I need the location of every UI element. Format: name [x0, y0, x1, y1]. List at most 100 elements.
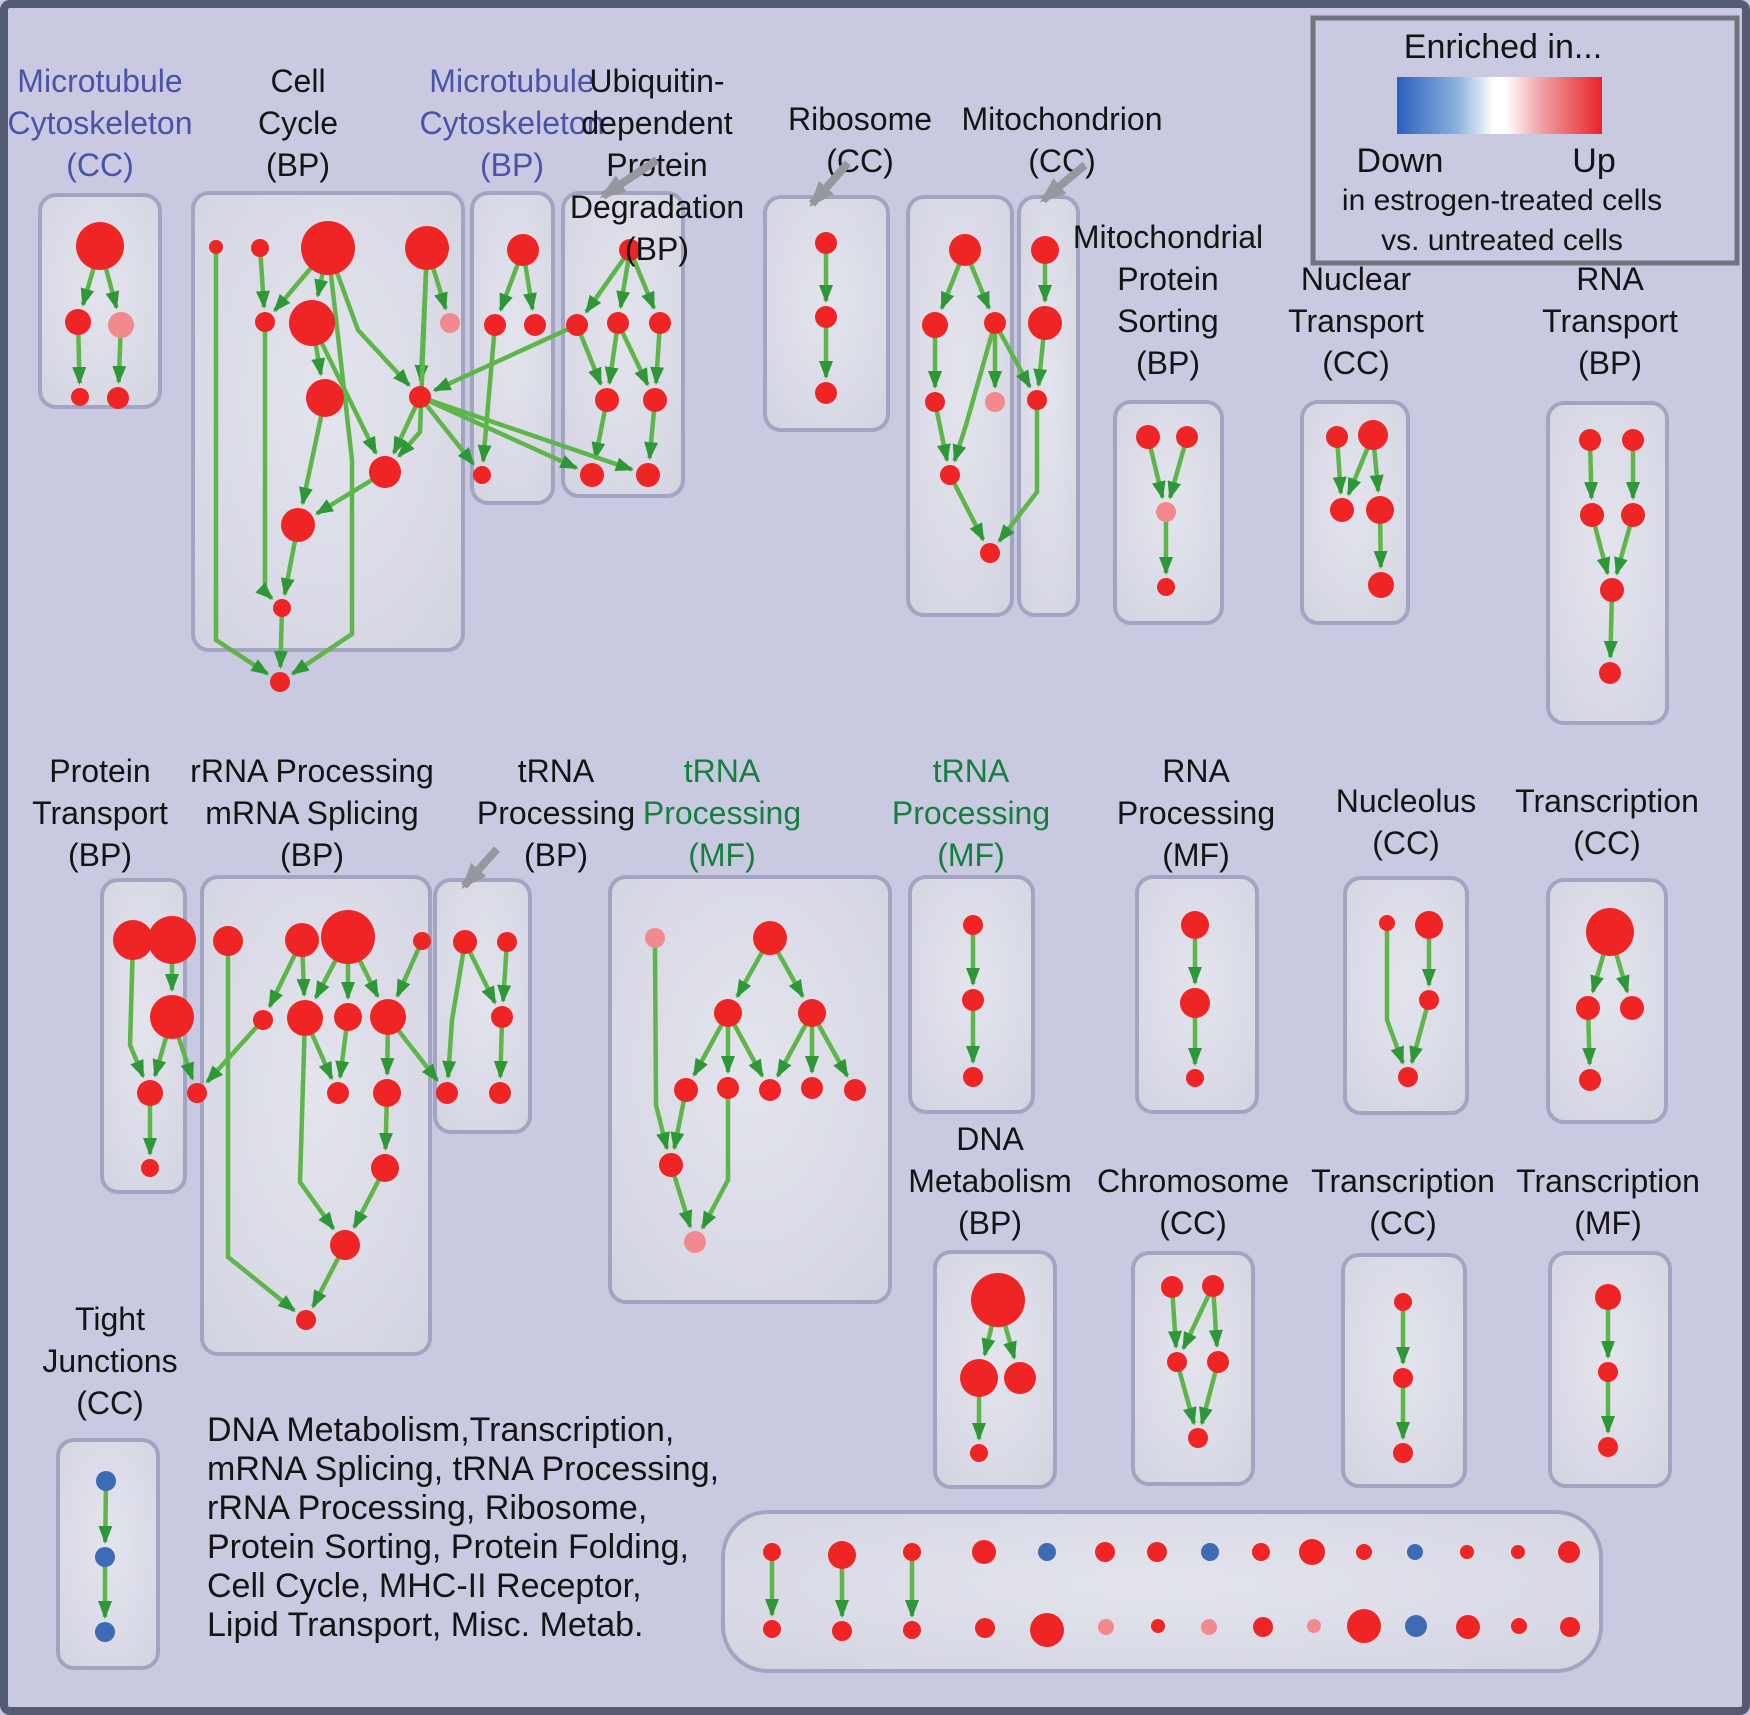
edge-arrow: [735, 949, 765, 999]
edge-arrow: [1613, 952, 1630, 994]
legend-subtitle-1: in estrogen-treated cells: [1342, 184, 1662, 217]
edge-arrow: [290, 272, 355, 676]
go-term-node: [371, 1154, 399, 1182]
cluster-label-ubiquitin-degradation-bp-1: Protein: [606, 147, 707, 183]
cluster-label-dna-metabolism-bp: (BP): [958, 1205, 1022, 1241]
go-term-node: [1098, 1619, 1114, 1635]
edge-arrow: [1167, 1295, 1182, 1349]
go-term-node: [1253, 1617, 1273, 1637]
edge-arrow: [315, 477, 375, 516]
go-term-node: [643, 388, 667, 412]
edge-arrow: [477, 333, 497, 464]
go-term-node: [1368, 572, 1394, 598]
label-pointer-arrow: [599, 156, 660, 200]
cluster-label-tight-junctions-cc: Junctions: [42, 1343, 177, 1379]
legend-title: Enriched in...: [1404, 28, 1602, 66]
go-term-node: [71, 388, 89, 406]
go-term-node: [1161, 1276, 1183, 1298]
go-term-node: [370, 999, 406, 1035]
go-term-node: [1299, 1539, 1325, 1565]
edge-arrow: [671, 1173, 693, 1229]
edge-arrow: [296, 954, 311, 997]
go-term-node: [1598, 1362, 1618, 1382]
go-term-node: [1511, 1545, 1525, 1559]
go-term-node: [1180, 988, 1210, 1018]
go-term-node: [619, 239, 641, 261]
edge-arrow: [103, 266, 120, 310]
go-term-node: [321, 910, 375, 964]
edge-arrow: [1592, 524, 1611, 576]
go-term-node: [1393, 1368, 1413, 1388]
go-term-node: [1330, 498, 1354, 522]
edge-arrow: [981, 1323, 996, 1357]
cluster-label-dna-metabolism-bp: Metabolism: [908, 1163, 1072, 1199]
edge-arrow: [299, 414, 324, 506]
edge-arrow: [578, 332, 603, 387]
cluster-label-microtubule-cytoskeleton-bp: (BP): [480, 147, 544, 183]
go-term-node: [1167, 1352, 1187, 1372]
edge-arrow: [334, 270, 411, 387]
go-term-node: [1511, 1618, 1527, 1634]
edge-arrow: [297, 1033, 336, 1231]
go-term-node: [1598, 1437, 1618, 1457]
go-term-node: [1004, 1362, 1036, 1394]
go-term-node: [1201, 1543, 1219, 1561]
edge-arrow: [1582, 1017, 1597, 1066]
go-term-node: [753, 921, 787, 955]
legend-down-label: Down: [1357, 142, 1444, 180]
go-term-node: [815, 382, 837, 404]
cluster-box-transcription-cc-upper: [1546, 878, 1668, 1124]
go-term-node: [1393, 1443, 1413, 1463]
go-term-node: [1398, 1067, 1418, 1087]
go-term-node: [436, 1082, 458, 1104]
go-term-node: [580, 463, 604, 487]
go-term-node: [1586, 908, 1634, 956]
misc-text-line: Lipid Transport, Misc. Metab.: [207, 1606, 644, 1644]
go-term-node: [1201, 1619, 1217, 1635]
label-pointer-arrow: [808, 160, 852, 208]
misc-text-line: mRNA Splicing, tRNA Processing,: [207, 1450, 719, 1488]
go-term-node: [76, 222, 124, 270]
edge-arrow: [522, 263, 537, 312]
go-term-node: [107, 387, 129, 409]
cluster-label-trna-processing-bp: (BP): [524, 837, 588, 873]
go-term-node: [150, 995, 194, 1039]
go-term-node: [801, 1077, 823, 1099]
go-term-node: [491, 1006, 513, 1028]
edge-arrow: [319, 340, 378, 455]
edge-arrow: [1002, 1323, 1017, 1360]
go-term-node: [922, 312, 948, 338]
edge-arrow: [127, 957, 146, 1079]
go-term-node: [270, 672, 290, 692]
edge-arrow: [213, 252, 270, 676]
cluster-label-cell-cycle-bp: Cycle: [258, 105, 338, 141]
edge-arrow: [273, 614, 288, 669]
go-term-node: [1579, 1069, 1601, 1091]
go-term-node: [148, 916, 196, 964]
go-term-node: [1156, 502, 1176, 522]
edge-arrow: [815, 1022, 850, 1078]
cluster-label-cell-cycle-bp: Cell: [270, 63, 325, 99]
go-term-node: [763, 1543, 781, 1561]
go-term-node: [95, 1547, 115, 1567]
go-term-node: [1326, 426, 1348, 448]
go-term-node: [1599, 662, 1621, 684]
go-term-node: [1366, 496, 1394, 524]
cluster-label-mitochondrial-protein-sorting-bp: Mitochondrial: [1073, 219, 1263, 255]
misc-text-line: Protein Sorting, Protein Folding,: [207, 1528, 689, 1566]
cluster-label-microtubule-cytoskeleton-cc: (CC): [66, 147, 134, 183]
go-term-node: [1147, 1542, 1167, 1562]
go-term-node: [1038, 1543, 1056, 1561]
go-term-node: [1186, 1069, 1204, 1087]
cluster-label-trna-processing-bp: tRNA: [518, 753, 595, 789]
go-term-node: [473, 466, 491, 484]
edge-arrow: [427, 397, 634, 472]
edge-arrow: [255, 330, 274, 601]
go-term-node: [1030, 1613, 1064, 1647]
edge-arrow: [357, 958, 380, 999]
go-term-node: [595, 388, 619, 412]
go-term-node: [453, 930, 477, 954]
edge-arrow: [255, 254, 270, 309]
go-term-node: [1379, 915, 1395, 931]
go-term-node: [763, 1620, 781, 1638]
